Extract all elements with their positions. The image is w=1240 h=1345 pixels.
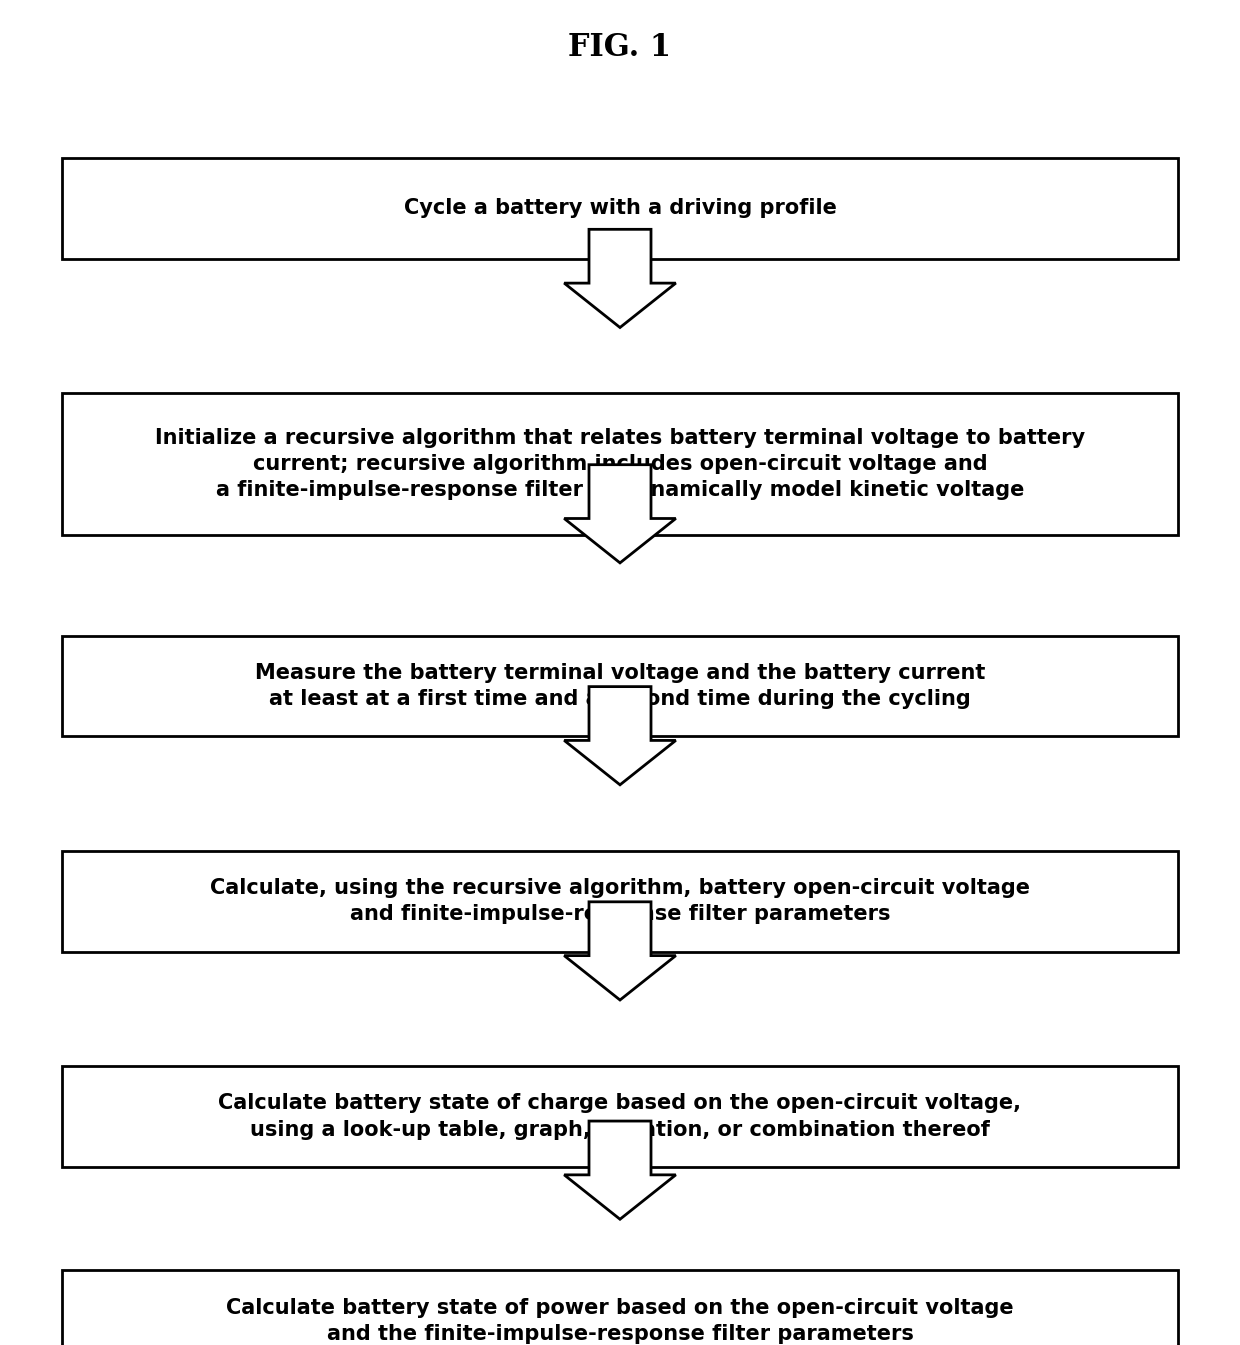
- Bar: [62, 157, 1178, 258]
- Bar: [62, 1270, 1178, 1345]
- Polygon shape: [564, 686, 676, 784]
- Text: Calculate battery state of charge based on the open-circuit voltage,
using a loo: Calculate battery state of charge based …: [218, 1093, 1022, 1139]
- Text: Calculate, using the recursive algorithm, battery open-circuit voltage
and finit: Calculate, using the recursive algorithm…: [210, 878, 1030, 924]
- Text: Cycle a battery with a driving profile: Cycle a battery with a driving profile: [403, 199, 837, 218]
- Polygon shape: [564, 901, 676, 999]
- Polygon shape: [564, 229, 676, 328]
- Bar: [62, 393, 1178, 534]
- Polygon shape: [564, 465, 676, 564]
- Bar: [62, 1065, 1178, 1166]
- Text: Initialize a recursive algorithm that relates battery terminal voltage to batter: Initialize a recursive algorithm that re…: [155, 428, 1085, 500]
- Bar: [62, 851, 1178, 952]
- Text: Calculate battery state of power based on the open-circuit voltage
and the finit: Calculate battery state of power based o…: [226, 1298, 1014, 1344]
- Polygon shape: [564, 1122, 676, 1219]
- Text: FIG. 1: FIG. 1: [568, 31, 672, 63]
- Text: Measure the battery terminal voltage and the battery current
at least at a first: Measure the battery terminal voltage and…: [254, 663, 986, 709]
- Bar: [62, 636, 1178, 736]
